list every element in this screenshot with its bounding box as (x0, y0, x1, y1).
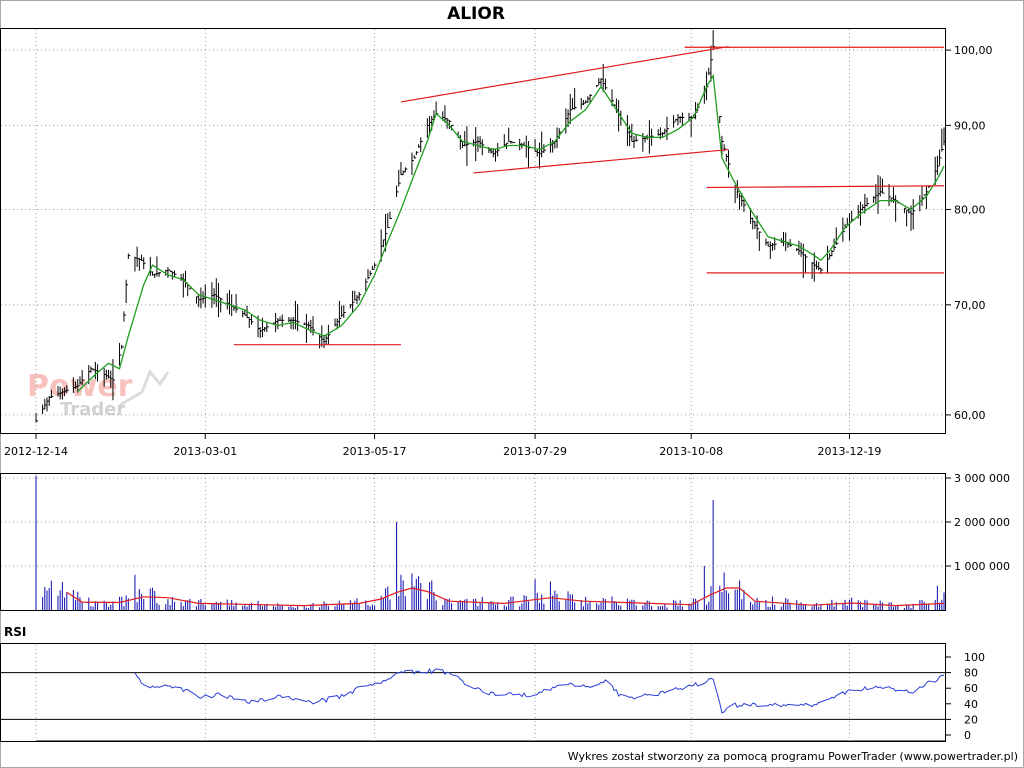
y-tick-label: 90,00 (954, 119, 986, 132)
moving-average-line (77, 73, 945, 392)
chart-title: ALIOR (447, 4, 505, 24)
x-tick-label: 2013-03-01 (173, 445, 237, 458)
y-tick-label: 70,00 (954, 299, 986, 312)
price-grid (1, 29, 944, 433)
trendline (473, 148, 729, 174)
y-tick-label: 0 (964, 729, 971, 742)
trendlines (233, 45, 945, 346)
watermark-trader: Trader (60, 399, 125, 420)
volume-y-axis: 1 000 000 2 000 000 3 000 000 (1, 472, 1010, 573)
rsi-reference-lines (1, 645, 945, 742)
volume-panel (0, 473, 946, 611)
y-tick-label: 60,00 (954, 409, 986, 422)
y-tick-label: 100,00 (954, 44, 993, 57)
y-tick-label: 80,00 (954, 203, 986, 216)
x-tick-label: 2013-10-08 (659, 445, 723, 458)
volume-bars (35, 474, 945, 610)
y-tick-label: 20 (964, 713, 978, 726)
rsi-panel (0, 643, 946, 742)
x-tick-label: 2013-12-19 (817, 445, 881, 458)
price-y-axis: 60,00 70,00 80,00 90,00 100,00 (946, 44, 993, 422)
x-tick-label: 2012-12-14 (4, 445, 68, 458)
rsi-label: RSI (4, 625, 26, 639)
footer-credit: Wykres został stworzony za pomocą progra… (568, 750, 1018, 763)
rsi-series (134, 668, 945, 714)
watermark-swoosh-icon (119, 369, 170, 407)
trendline (706, 185, 945, 189)
rsi-y-axis: 0 20 40 60 80 100 (946, 651, 985, 742)
x-tick-label: 2013-07-29 (503, 445, 567, 458)
rsi-line (134, 668, 945, 714)
trendline (400, 45, 729, 103)
volume-average (66, 587, 945, 607)
price-panel (0, 28, 946, 434)
y-tick-label: 40 (964, 698, 978, 711)
y-tick-label: 100 (964, 651, 985, 664)
x-tick-label: 2013-05-17 (343, 445, 407, 458)
y-tick-label: 2 000 000 (954, 516, 1010, 529)
y-tick-label: 60 (964, 682, 978, 695)
watermark-power: Power (27, 369, 133, 404)
y-tick-label: 1 000 000 (954, 560, 1010, 573)
volume-average-line (66, 587, 945, 607)
y-tick-label: 3 000 000 (954, 472, 1010, 485)
price-moving-average (77, 73, 945, 392)
y-tick-label: 80 (964, 667, 978, 680)
date-axis: 2012-12-14 2013-03-01 2013-05-17 2013-07-29… (4, 433, 881, 458)
